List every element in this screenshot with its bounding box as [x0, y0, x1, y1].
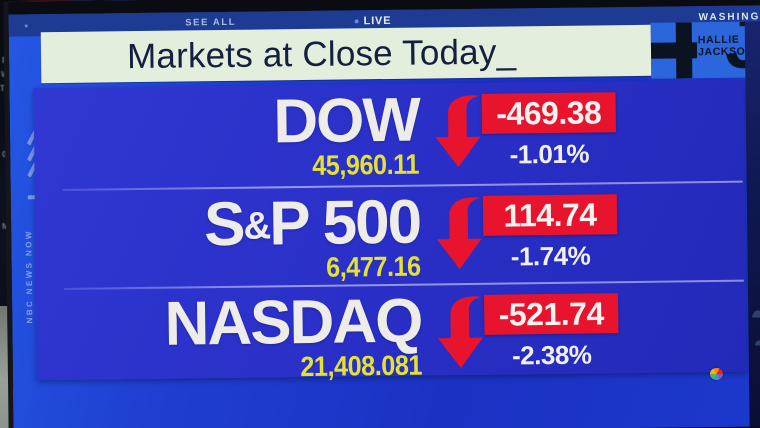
change-block: 114.74 -1.74%	[482, 194, 618, 273]
hallie-jackson-logo: J HALLIE JACKSON	[650, 21, 760, 79]
change-badge: -521.74	[483, 293, 619, 335]
index-name: NASDAQ	[164, 286, 422, 359]
page-title: Markets at Close Today_	[126, 32, 517, 77]
index-block: S&P 500 6,477.16	[203, 187, 421, 286]
tv-screen: SEE ALL LIVE WASHINGTON NBC NEWS NOW Mar…	[3, 0, 760, 428]
index-name: S&P 500	[203, 187, 421, 260]
market-row-sp500: S&P 500 6,477.16 114.74 -1.74%	[35, 182, 746, 290]
index-close-value: 6,477.16	[325, 250, 421, 284]
change-block: -521.74 -2.38%	[483, 293, 619, 372]
live-label: LIVE	[363, 14, 392, 28]
down-arrow-icon	[436, 295, 485, 370]
change-badge: -469.38	[481, 92, 617, 134]
nbc-peacock-icon	[709, 367, 724, 381]
market-row-nasdaq: NASDAQ 21,408.081 -521.74 -2.38%	[36, 281, 747, 382]
market-row-dow: DOW 45,960.11 -469.38 -1.01%	[33, 80, 744, 188]
headline-bar: Markets at Close Today_	[40, 24, 652, 84]
index-close-value: 21,408.081	[300, 349, 423, 383]
percent-change: -2.38%	[511, 339, 592, 371]
index-close-value: 45,960.11	[312, 148, 420, 182]
market-board: DOW 45,960.11 -469.38 -1.01% S&P 500 6,4…	[33, 79, 747, 382]
index-name: DOW	[272, 85, 420, 157]
percent-change: -1.01%	[509, 138, 590, 170]
screen-right-shade	[744, 21, 760, 427]
down-arrow-icon	[435, 196, 484, 271]
down-arrow-icon	[434, 94, 483, 169]
change-block: -469.38 -1.01%	[481, 92, 617, 171]
host-first-name: HALLIE	[697, 33, 740, 47]
index-block: NASDAQ 21,408.081	[164, 286, 423, 385]
logo-h-stem	[675, 22, 693, 79]
change-badge: 114.74	[482, 194, 618, 236]
ticker-dot-icon	[24, 24, 28, 28]
percent-change: -1.74%	[510, 240, 591, 272]
live-dot-icon	[354, 19, 359, 24]
index-block: DOW 45,960.11	[272, 85, 420, 183]
